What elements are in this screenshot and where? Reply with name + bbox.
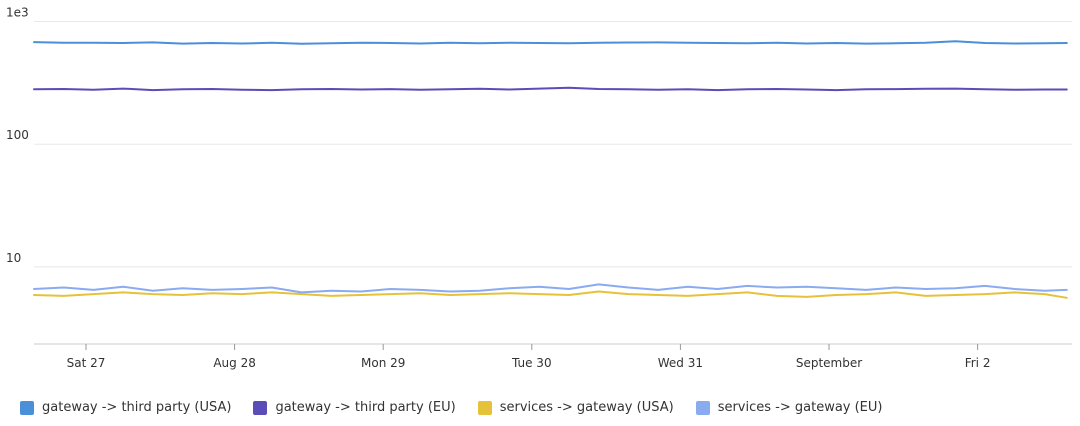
legend-label: gateway -> third party (USA) — [42, 400, 232, 415]
series-line-0 — [33, 40, 1068, 45]
legend-item-0[interactable]: gateway -> third party (USA) — [20, 400, 231, 415]
x-tick-label: Fri 2 — [965, 356, 991, 370]
series-line-1 — [33, 86, 1068, 92]
legend: gateway -> third party (USA) gateway -> t… — [20, 400, 883, 415]
x-tick-label: September — [796, 356, 862, 370]
legend-label: services -> gateway (USA) — [499, 400, 674, 415]
grid-layer — [34, 21, 1072, 268]
legend-label: services -> gateway (EU) — [717, 400, 883, 415]
x-tick-label: Tue 30 — [511, 356, 552, 370]
legend-swatch — [20, 400, 34, 415]
y-axis: 10 100 1e3 — [6, 6, 29, 265]
x-tick-label: Mon 29 — [361, 356, 405, 370]
legend-swatch — [695, 400, 710, 415]
x-tick-label: Sat 27 — [67, 356, 106, 370]
series-layer — [33, 40, 1068, 299]
legend-label: gateway -> third party (EU) — [275, 400, 456, 415]
legend-item-1[interactable]: gateway -> third party (EU) — [253, 400, 456, 415]
series-line-2 — [33, 290, 1068, 299]
legend-swatch — [477, 400, 492, 415]
y-tick-label-1e3: 1e3 — [6, 6, 29, 20]
y-tick-label-100: 100 — [6, 128, 29, 142]
line-chart: Sat 27 Aug 28 Mon 29 Tue 30 Wed 31 September F… — [6, 6, 1072, 370]
legend-item-2[interactable]: services -> gateway (USA) — [477, 400, 674, 415]
series-line-3 — [33, 283, 1068, 294]
legend-item-3[interactable]: services -> gateway (EU) — [695, 400, 883, 415]
x-axis: Sat 27 Aug 28 Mon 29 Tue 30 Wed 31 September F… — [34, 343, 1072, 370]
x-tick-label: Wed 31 — [658, 356, 703, 370]
x-tick-label: Aug 28 — [213, 356, 256, 370]
legend-swatch — [253, 400, 268, 415]
y-tick-label-10: 10 — [6, 251, 21, 265]
